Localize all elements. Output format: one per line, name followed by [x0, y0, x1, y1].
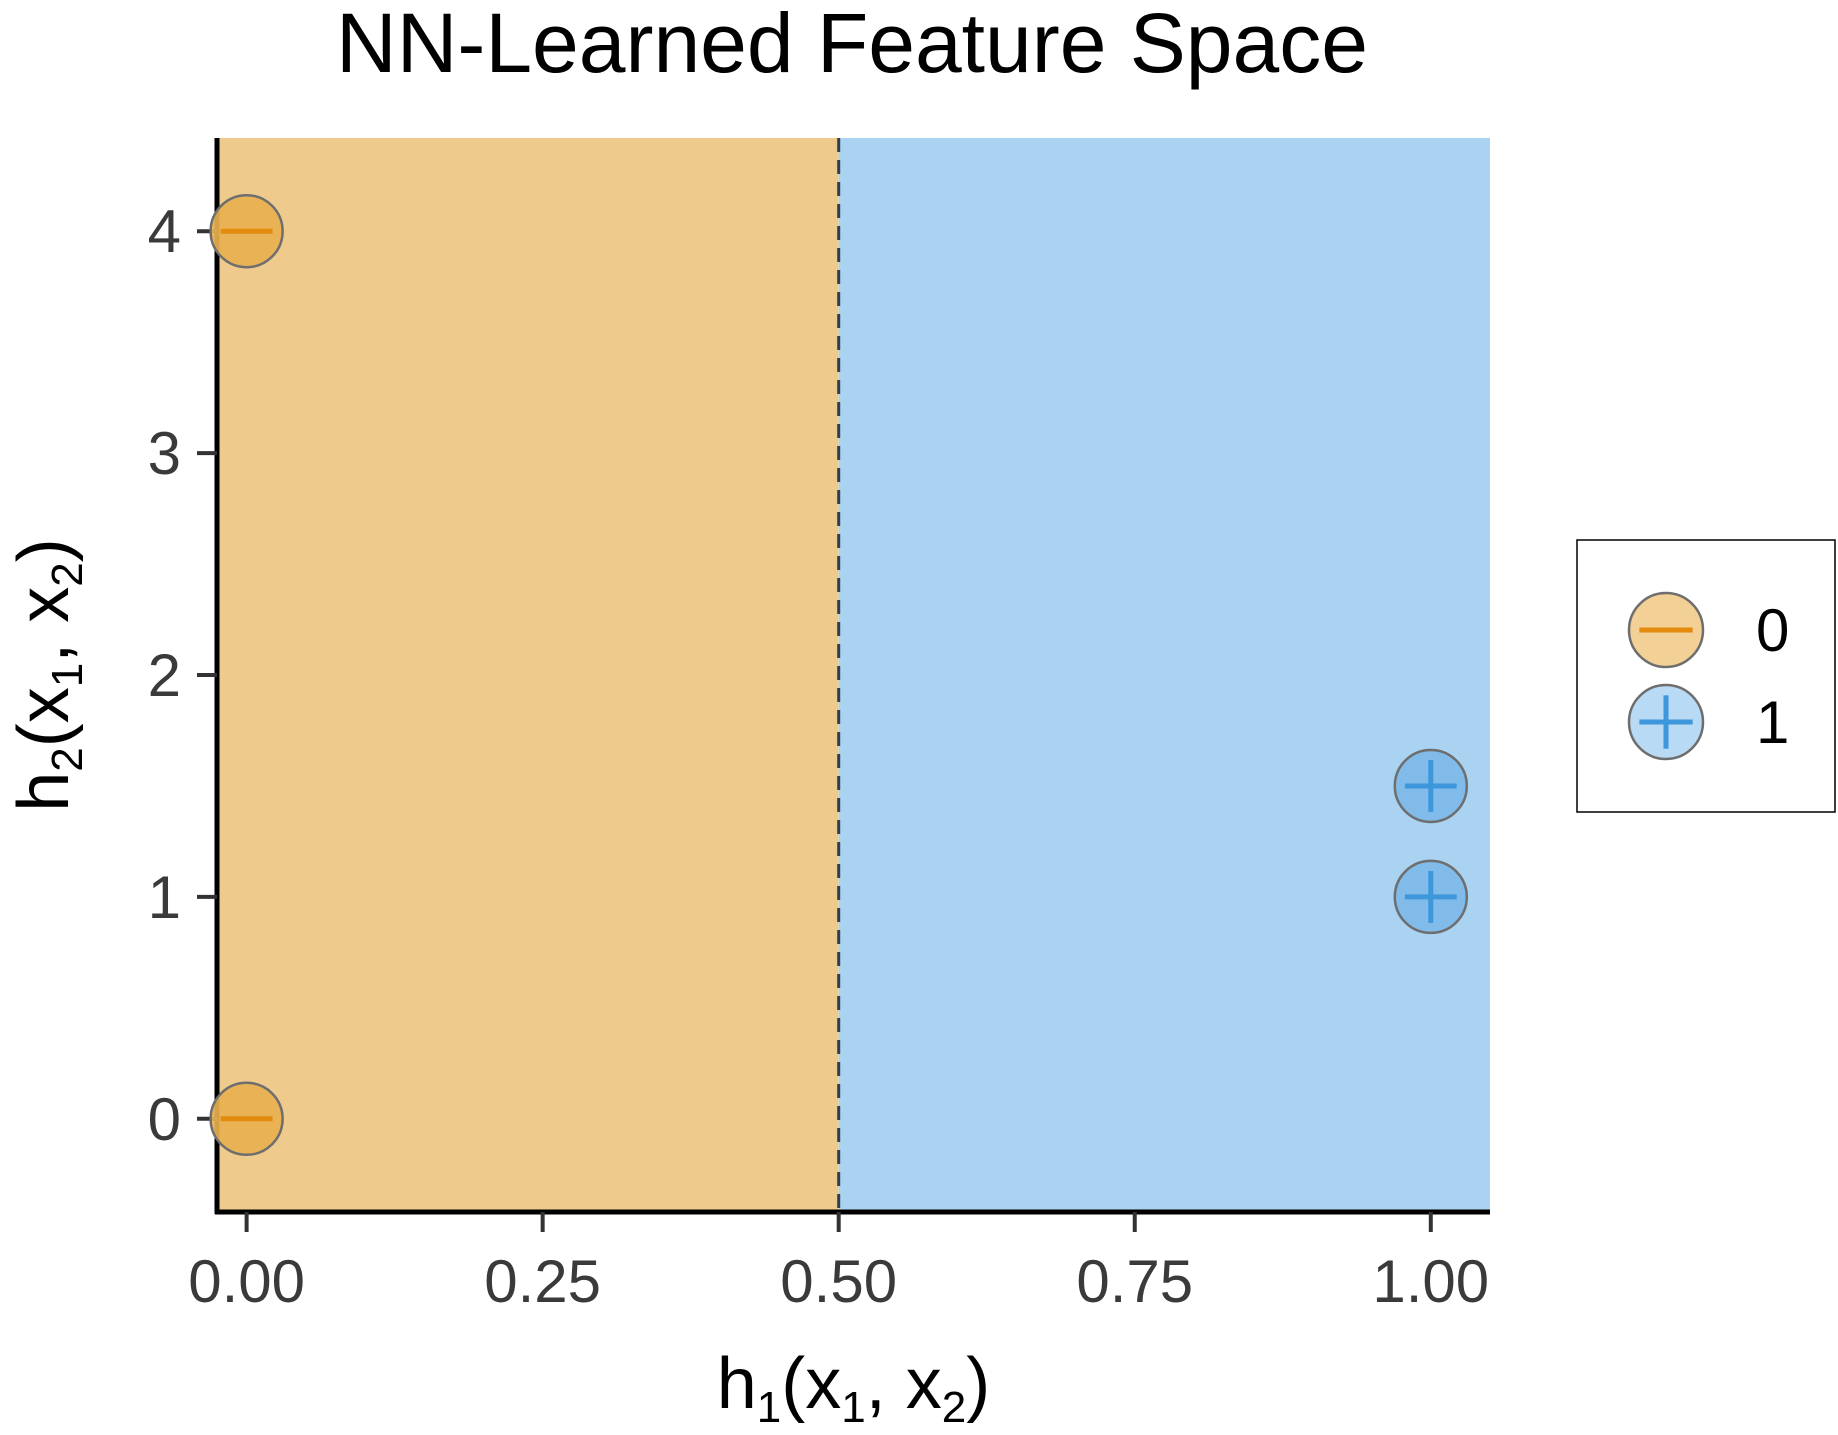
- label-arg: , x: [4, 587, 84, 663]
- chart-title: NN-Learned Feature Space: [336, 0, 1368, 90]
- x-axis-label-group: h1(x1, x2): [717, 1344, 990, 1432]
- label-paren-open: (: [4, 723, 84, 747]
- label-sub: 2: [43, 747, 92, 771]
- legend-label-0: 0: [1756, 597, 1789, 664]
- label-base: h: [717, 1344, 757, 1424]
- y-tick-label-3: 3: [148, 420, 181, 487]
- label-sub: 1: [757, 1383, 781, 1432]
- label-base: h: [4, 772, 84, 812]
- label-paren-close: ): [966, 1344, 990, 1424]
- y-tick-label-2: 2: [148, 642, 181, 709]
- label-paren-open: (: [781, 1344, 805, 1424]
- label-paren-close: ): [4, 538, 84, 562]
- x-tick-label-0.00: 0.00: [188, 1248, 305, 1315]
- x-axis-label: h1(x1, x2): [717, 1344, 990, 1432]
- label-arg-sub: 1: [841, 1383, 865, 1432]
- legend-marker-0: [1627, 591, 1705, 669]
- point-class-1-0: [1393, 859, 1469, 935]
- label-arg-sub: 2: [43, 562, 92, 586]
- point-class-1-1: [1393, 748, 1469, 824]
- legend-marker-1: [1627, 683, 1705, 761]
- y-tick-label-4: 4: [148, 198, 181, 265]
- point-class-0-0: [209, 1081, 284, 1157]
- x-tick-label-1.00: 1.00: [1372, 1248, 1489, 1315]
- region-class-1: [838, 138, 1490, 1212]
- decision-regions: [217, 138, 1490, 1212]
- label-arg-sub: 2: [942, 1383, 966, 1432]
- point-class-0-1: [209, 193, 284, 269]
- label-arg: x: [4, 687, 84, 723]
- label-arg-sub: 1: [43, 663, 92, 687]
- y-tick-label-0: 0: [148, 1086, 181, 1153]
- label-arg: , x: [866, 1344, 942, 1424]
- x-tick-label-0.25: 0.25: [484, 1248, 601, 1315]
- label-arg: x: [805, 1344, 841, 1424]
- x-tick-label-0.75: 0.75: [1076, 1248, 1193, 1315]
- data-points: [209, 193, 1469, 1157]
- legend-box: [1576, 539, 1836, 813]
- y-axis-label: h2(x1, x2): [4, 538, 92, 811]
- x-tick-label-0.50: 0.50: [780, 1248, 897, 1315]
- axes: 0.00 0.25 0.50 0.75 1.00 0 1 2 3 4: [148, 138, 1490, 1315]
- y-tick-label-1: 1: [148, 864, 181, 931]
- region-class-0: [217, 138, 839, 1212]
- legend: 01: [1576, 539, 1836, 813]
- y-axis-label-group: h2(x1, x2): [4, 538, 92, 811]
- legend-label-1: 1: [1756, 689, 1789, 756]
